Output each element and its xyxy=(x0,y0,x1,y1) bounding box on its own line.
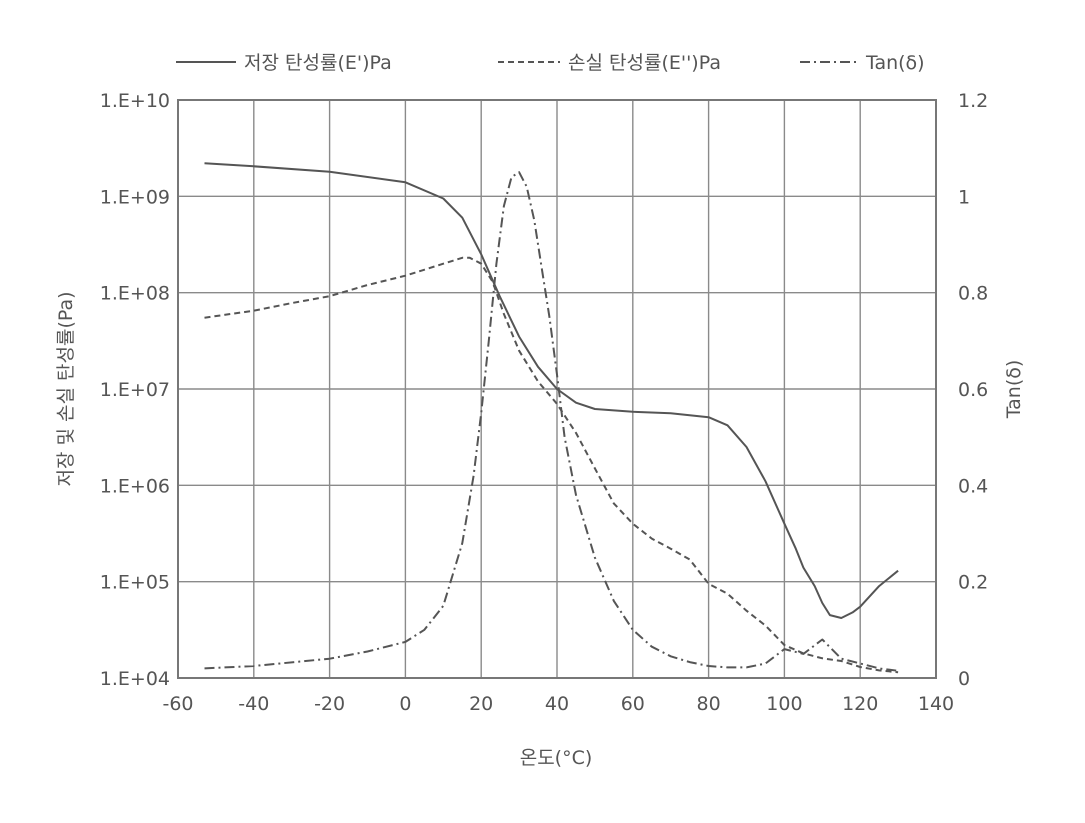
y-tick-label: 1.E+04 xyxy=(100,668,170,690)
y2-tick-label: 1 xyxy=(958,186,970,208)
y2-tick-label: 1.2 xyxy=(958,90,988,112)
y-tick-label: 1.E+07 xyxy=(100,379,170,401)
x-tick-label: 140 xyxy=(918,693,954,715)
series-layer xyxy=(204,162,899,674)
x-tick-label: -40 xyxy=(238,693,269,715)
tan-delta-line xyxy=(204,171,899,672)
legend-label-loss: 손실 탄성률(E'')Pa xyxy=(568,52,721,74)
legend: 저장 탄성률(E')Pa 손실 탄성률(E'')Pa Tan(δ) xyxy=(176,52,925,74)
legend-label-tan: Tan(δ) xyxy=(865,52,925,74)
y2-tick-label: 0.6 xyxy=(958,379,988,401)
y-tick-label: 1.E+06 xyxy=(100,475,170,497)
y2-tick-label: 0 xyxy=(958,668,970,690)
ticks-layer: -60 -40 -20 0 20 40 60 80 100 120 140 1.E+04 1.E+05 1… xyxy=(100,90,988,715)
y2-tick-label: 0.8 xyxy=(958,283,988,305)
y-tick-label: 1.E+09 xyxy=(100,186,170,208)
y2-axis-label: Tan(δ) xyxy=(1003,360,1025,420)
y2-tick-label: 0.4 xyxy=(958,475,988,497)
x-tick-label: 20 xyxy=(469,693,493,715)
storage-modulus-line xyxy=(204,162,899,619)
y-tick-label: 1.E+05 xyxy=(100,572,170,594)
plot-frame xyxy=(177,99,937,679)
x-axis-label: 온도(°C) xyxy=(520,747,593,769)
x-tick-label: 60 xyxy=(621,693,645,715)
y-tick-label: 1.E+08 xyxy=(100,283,170,305)
x-tick-label: 0 xyxy=(399,693,411,715)
x-tick-label: 40 xyxy=(545,693,569,715)
x-tick-label: 120 xyxy=(842,693,878,715)
loss-modulus-line xyxy=(204,256,899,674)
x-tick-label: -20 xyxy=(314,693,345,715)
x-tick-label: -60 xyxy=(162,693,193,715)
legend-label-storage: 저장 탄성률(E')Pa xyxy=(244,52,392,74)
x-tick-label: 80 xyxy=(697,693,721,715)
y2-tick-label: 0.2 xyxy=(958,572,988,594)
x-tick-label: 100 xyxy=(766,693,802,715)
y-axis-label: 저장 및 손실 탄성률(Pa) xyxy=(55,291,77,486)
y-tick-label: 1.E+10 xyxy=(100,90,170,112)
